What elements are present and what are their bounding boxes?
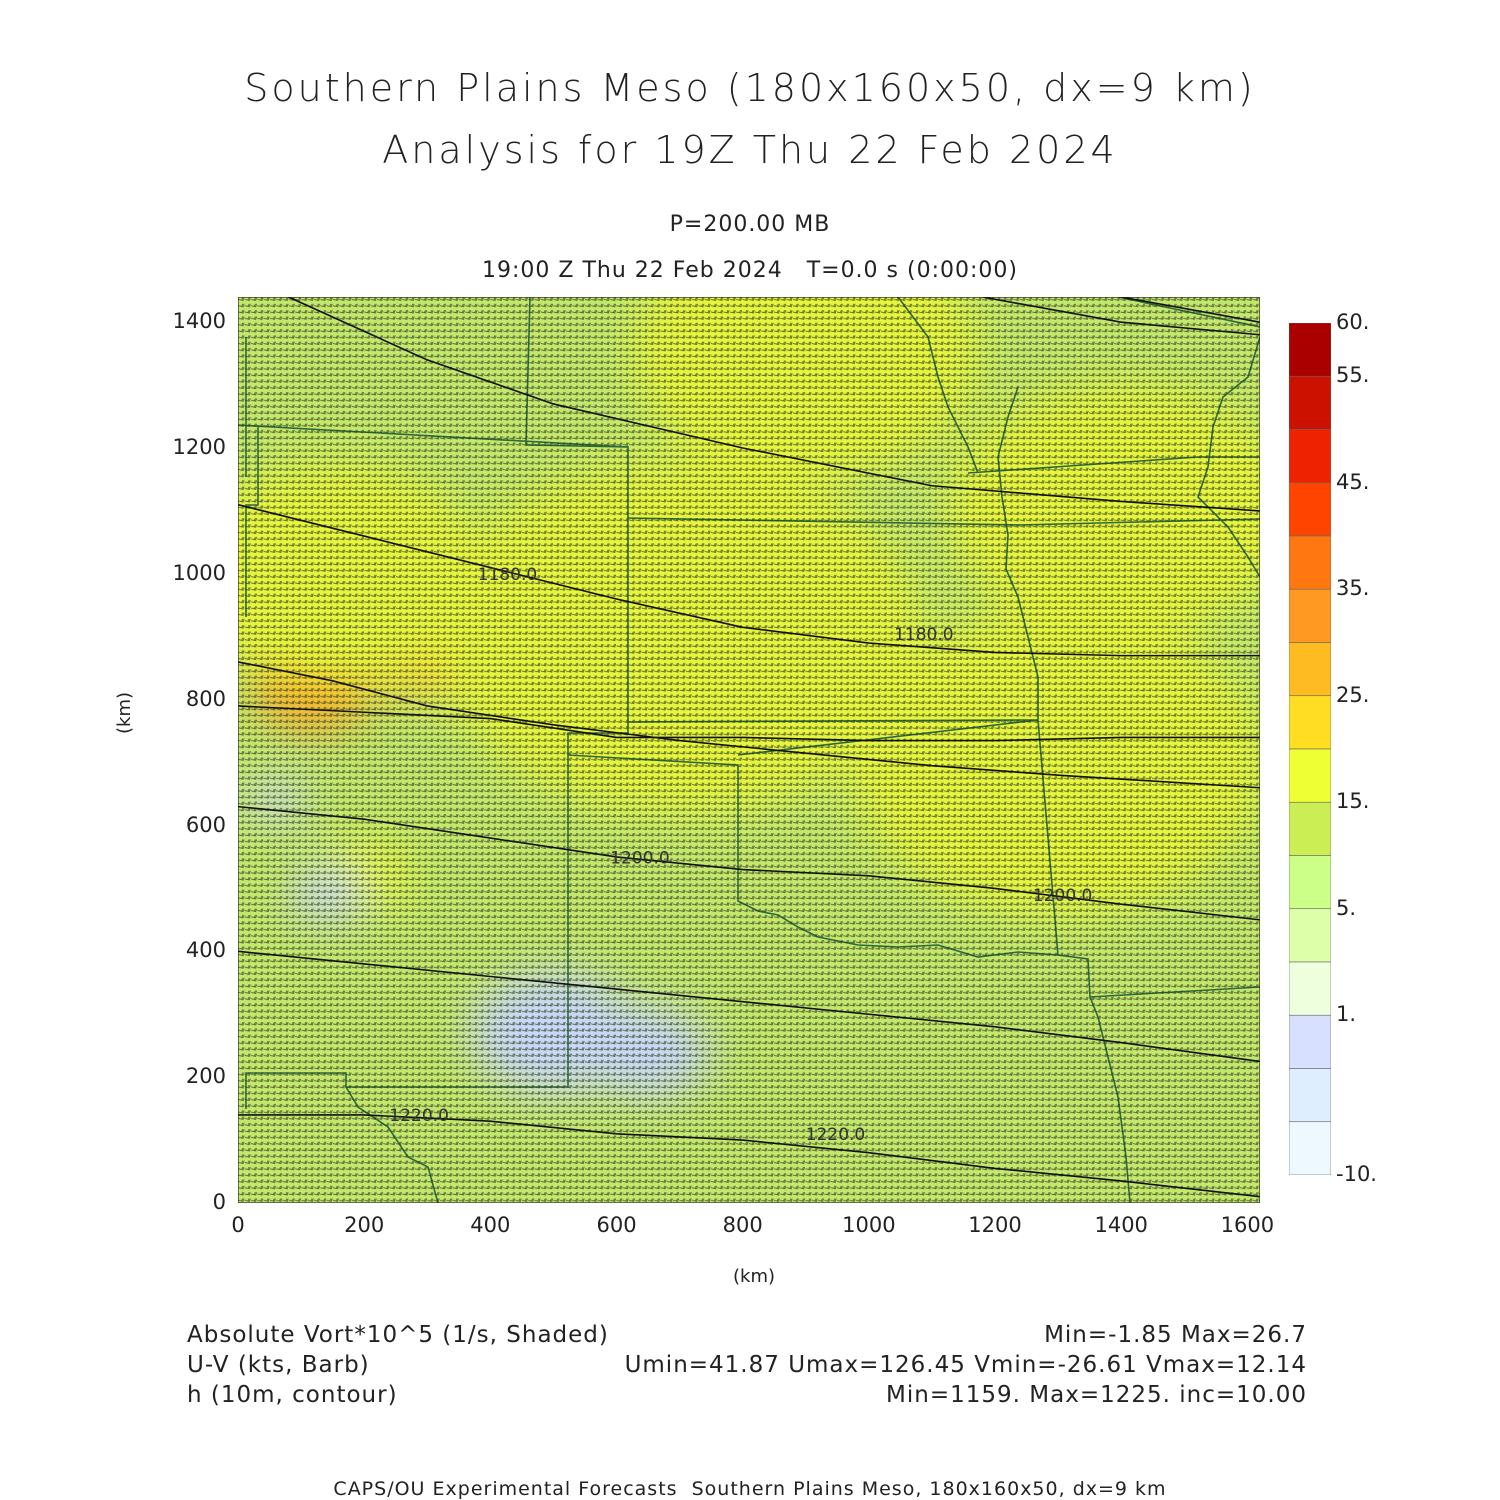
x-axis-label: (km) — [733, 1266, 776, 1287]
vort-field-label: Absolute Vort*10^5 (1/s, Shaded) — [187, 1322, 609, 1348]
height-contour — [238, 805, 1260, 921]
contour-label: 1220.0 — [806, 1125, 865, 1145]
contour-label: 1180.0 — [894, 625, 953, 645]
colorbar-segment — [1289, 748, 1331, 803]
height-contour — [238, 705, 1260, 742]
colorbar-label: 15. — [1336, 789, 1370, 814]
colorbar-label: 60. — [1336, 310, 1370, 334]
title-line-2: Analysis for 19Z Thu 22 Feb 2024 — [382, 128, 1118, 172]
height-minmax: Min=1159. Max=1225. inc=10.00 — [886, 1382, 1307, 1408]
wind-barbs — [238, 297, 1260, 1203]
wind-minmax: Umin=41.87 Umax=126.45 Vmin=-26.61 Vmax=… — [624, 1352, 1307, 1378]
colorbar-label: 5. — [1336, 895, 1357, 920]
y-tick-label: 0 — [212, 1190, 226, 1214]
x-tick-label: 800 — [722, 1213, 763, 1237]
map-plot: 1180.0 1180.0 1200.0 1200.0 1220.0 1220.0 — [238, 297, 1260, 1203]
y-tick-label: 200 — [185, 1064, 226, 1089]
colorbar-segment — [1289, 429, 1331, 484]
colorbar — [1289, 323, 1331, 1175]
y-tick-label: 1200 — [172, 435, 226, 459]
colorbar-label: -10. — [1336, 1162, 1377, 1186]
colorbar-segment — [1289, 323, 1331, 377]
x-tick-label: 0 — [231, 1213, 245, 1237]
height-field-label: h (10m, contour) — [187, 1382, 398, 1408]
x-tick-label: 600 — [596, 1213, 637, 1237]
contour-label: 1180.0 — [478, 565, 537, 585]
colorbar-segment — [1289, 855, 1331, 910]
x-tick-label: 400 — [470, 1213, 511, 1237]
colorbar-segment — [1289, 1068, 1331, 1123]
colorbar-label: 1. — [1336, 1002, 1357, 1027]
contour-label: 1200.0 — [610, 848, 669, 868]
height-contour — [238, 503, 1260, 657]
colorbar-segment — [1289, 695, 1331, 750]
y-axis-label: (km) — [114, 691, 135, 734]
x-tick-label: 1000 — [842, 1213, 896, 1237]
pressure-level: P=200.00 MB — [669, 212, 831, 237]
colorbar-segment — [1289, 1014, 1331, 1069]
colorbar-segment — [1289, 642, 1331, 697]
colorbar-segment — [1289, 1121, 1331, 1175]
colorbar-segment — [1289, 375, 1331, 430]
height-contour — [238, 950, 1260, 1063]
y-tick-label: 1400 — [172, 309, 226, 334]
colorbar-label: 35. — [1336, 576, 1370, 601]
wind-field-label: U-V (kts, Barb) — [187, 1352, 370, 1378]
colorbar-label: 45. — [1336, 469, 1370, 494]
contour-labels: 1180.0 1180.0 1200.0 1200.0 1220.0 1220.0 — [389, 565, 1092, 1145]
valid-time: 19:00 Z Thu 22 Feb 2024 T=0.0 s (0:00:00… — [482, 258, 1018, 283]
height-contours — [238, 297, 1260, 1198]
title-line-1: Southern Plains Meso (180x160x50, dx=9 k… — [244, 66, 1256, 110]
colorbar-segment — [1289, 535, 1331, 590]
colorbar-label: 55. — [1336, 363, 1370, 388]
colorbar-label: 25. — [1336, 682, 1370, 707]
y-tick-label: 1000 — [172, 560, 226, 585]
y-tick-label: 600 — [185, 812, 226, 837]
height-contour — [238, 1114, 1260, 1198]
x-tick-label: 1200 — [968, 1213, 1022, 1237]
colorbar-segment — [1289, 801, 1331, 856]
colorbar-segment — [1289, 961, 1331, 1016]
height-contour — [1121, 297, 1260, 323]
y-tick-label: 800 — [185, 686, 226, 711]
x-tick-label: 1400 — [1094, 1213, 1148, 1237]
footer-credit: CAPS/OU Experimental Forecasts Southern … — [333, 1478, 1167, 1500]
colorbar-segment — [1289, 588, 1331, 643]
colorbar-segment — [1289, 482, 1331, 537]
contour-label: 1200.0 — [1033, 886, 1092, 906]
height-contour — [982, 297, 1260, 336]
y-tick-label: 400 — [185, 938, 226, 963]
x-tick-label: 200 — [344, 1213, 385, 1237]
x-tick-label: 1600 — [1220, 1213, 1275, 1237]
contour-label: 1220.0 — [389, 1106, 448, 1126]
colorbar-segment — [1289, 908, 1331, 963]
height-contour — [288, 297, 1260, 512]
height-contour — [238, 661, 1260, 789]
vort-minmax: Min=-1.85 Max=26.7 — [1044, 1322, 1307, 1348]
